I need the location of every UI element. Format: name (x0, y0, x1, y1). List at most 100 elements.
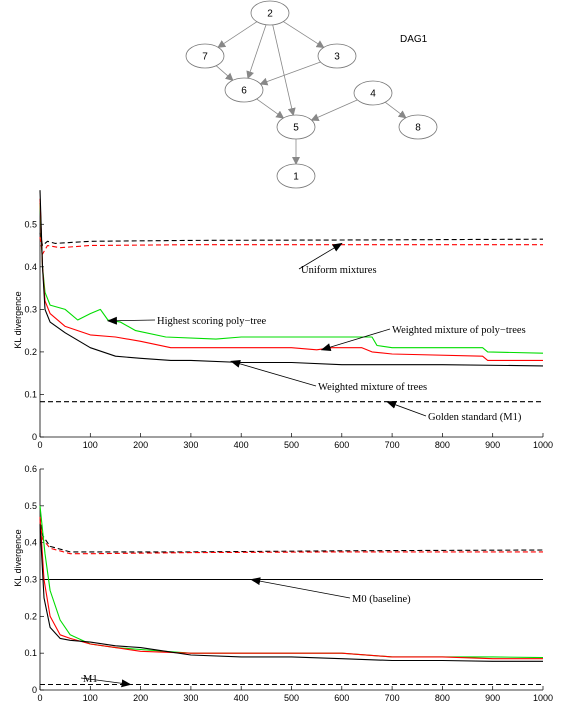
annotation-arrow (80, 677, 132, 688)
x-tick-label: 500 (284, 693, 299, 703)
dag-node-label: 7 (202, 52, 208, 63)
series-line-0 (39, 516, 544, 553)
chart-bottom-annotations: M0 (baseline) M1 (80, 577, 411, 688)
x-tick-label: 1000 (533, 440, 553, 450)
y-tick-label: 0.4 (24, 538, 37, 548)
x-tick-label: 900 (485, 440, 500, 450)
y-tick-label: 0.6 (24, 464, 37, 474)
dag-edge-7-6 (215, 65, 234, 81)
chart-top-annotations: Uniform mixtures Highest scoring poly−tre… (106, 242, 526, 423)
dag-node-label: 4 (370, 89, 376, 100)
dag-edges (215, 21, 407, 165)
annotation-arrow (106, 316, 156, 325)
annotation-label: Golden standard (M1) (428, 412, 522, 423)
dag-title: DAG1 (400, 34, 428, 45)
dag-node-ellipse (276, 163, 316, 189)
dag-node-7: 7 (185, 43, 225, 69)
x-tick-label: 700 (385, 693, 400, 703)
annotation: Weighted mixture of poly−trees (320, 325, 526, 351)
dag-node-label: 3 (334, 52, 340, 63)
annotation-arrow (230, 359, 317, 387)
chart-top: 0 100 200 300 400 500 600 700 800 900 1000 0 0.1 0.2… (13, 190, 553, 450)
dag-node-ellipse (250, 0, 290, 26)
chart-bottom-ylabel: KL divergence (13, 529, 23, 586)
y-tick-label: 0 (32, 685, 37, 695)
dag-edge-3-6 (259, 61, 321, 86)
annotation: Weighted mixture of trees (230, 359, 427, 393)
dag-node-ellipse (317, 43, 357, 69)
y-tick-label: 0.5 (24, 219, 37, 229)
dag-node-label: 2 (267, 9, 273, 20)
dag-node-ellipse (398, 114, 438, 140)
annotation-label: Uniform mixtures (301, 265, 377, 276)
x-tick-label: 1000 (533, 693, 553, 703)
x-tick-label: 900 (485, 693, 500, 703)
dag-node-4: 4 (353, 80, 393, 106)
series-line-4 (39, 190, 544, 367)
x-tick-label: 600 (334, 440, 349, 450)
y-tick-label: 0.3 (24, 575, 37, 585)
y-tick-label: 0.1 (24, 648, 37, 658)
dag-nodes: 2 7 3 6 4 5 8 1 (185, 0, 438, 189)
dag-node-ellipse (276, 114, 316, 140)
dag-edge-4-8 (384, 101, 407, 119)
series-line-3 (39, 505, 544, 659)
dag-edge-4-5 (310, 99, 358, 121)
annotation: M1 (80, 674, 132, 688)
annotation: Highest scoring poly−tree (106, 316, 266, 327)
annotation-arrow (320, 328, 391, 351)
y-tick-label: 0.2 (24, 347, 37, 357)
x-tick-label: 300 (183, 440, 198, 450)
dag-node-1: 1 (276, 163, 316, 189)
dag-node-label: 1 (293, 172, 299, 183)
dag-node-ellipse (353, 80, 393, 106)
y-tick-label: 0.4 (24, 262, 37, 272)
x-tick-label: 0 (37, 693, 42, 703)
dag-diagram: DAG1 2 7 3 6 4 5 8 1 (185, 0, 438, 189)
series-line-0 (39, 232, 544, 247)
chart-bottom-x-ticks: 0 100 200 300 400 500 600 700 800 900 1000 (37, 686, 553, 703)
dag-node-8: 8 (398, 114, 438, 140)
x-tick-label: 500 (284, 440, 299, 450)
series-line-1 (39, 520, 543, 555)
x-tick-label: 400 (234, 440, 249, 450)
dag-edge-6-5 (256, 98, 285, 119)
chart-top-y-ticks: 0 0.1 0.2 0.3 0.4 0.5 (24, 219, 44, 442)
annotation-arrow (250, 577, 351, 599)
y-tick-label: 0.2 (24, 611, 37, 621)
chart-top-x-ticks: 0 100 200 300 400 500 600 700 800 900 1000 (37, 433, 553, 450)
y-tick-label: 0 (32, 432, 37, 442)
annotation: Golden standard (M1) (386, 401, 522, 423)
x-tick-label: 200 (133, 693, 148, 703)
dag-node-label: 8 (415, 123, 421, 134)
x-tick-label: 800 (435, 440, 450, 450)
dag-edge-2-7 (217, 21, 258, 48)
annotation-arrow (298, 242, 343, 270)
annotation: Uniform mixtures (298, 242, 377, 276)
x-tick-label: 100 (83, 440, 98, 450)
series-line-2 (39, 202, 544, 354)
series-line-4 (39, 516, 543, 660)
chart-bottom: 0 100 200 300 400 500 600 700 800 900 1000 0 0.1 0.2… (13, 464, 553, 703)
x-tick-label: 800 (435, 693, 450, 703)
dag-edge-2-5 (272, 24, 296, 117)
dag-node-label: 5 (293, 123, 299, 134)
dag-node-ellipse (185, 43, 225, 69)
dag-edge-2-6 (246, 24, 267, 80)
y-tick-label: 0.3 (24, 304, 37, 314)
x-tick-label: 600 (334, 693, 349, 703)
chart-top-ylabel: KL divergence (13, 291, 23, 348)
dag-node-5: 5 (276, 114, 316, 140)
chart-bottom-series (39, 505, 544, 686)
annotation-arrow (386, 401, 427, 417)
annotation: M0 (baseline) (250, 577, 411, 605)
annotation-label: Weighted mixture of poly−trees (392, 325, 526, 336)
series-line-3 (39, 198, 543, 361)
series-line-1 (39, 236, 543, 255)
dag-node-label: 6 (241, 86, 247, 97)
x-tick-label: 400 (234, 693, 249, 703)
x-tick-label: 200 (133, 440, 148, 450)
dag-edge-2-3 (283, 21, 325, 48)
x-tick-label: 100 (83, 693, 98, 703)
